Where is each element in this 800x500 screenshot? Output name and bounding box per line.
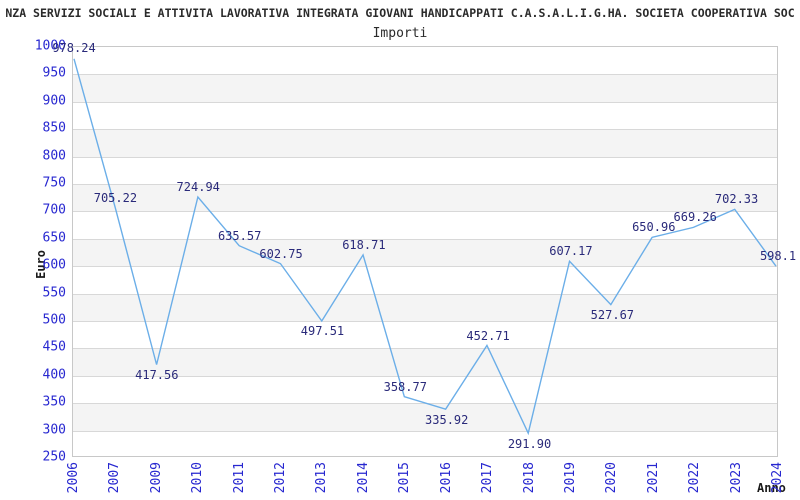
grid-band — [73, 238, 777, 267]
x-axis-tick: 2007 — [107, 462, 123, 494]
data-point-label: 635.57 — [217, 228, 262, 243]
page-title: NZA SERVIZI SOCIALI E ATTIVITA LAVORATIV… — [5, 6, 795, 20]
data-point-label: 452.71 — [466, 328, 510, 343]
x-axis-tick: 2021 — [645, 462, 661, 494]
gridline — [73, 211, 777, 213]
y-axis-tick: 800 — [42, 148, 66, 164]
y-axis-tick: 700 — [42, 202, 66, 218]
x-axis-tick: 2023 — [728, 462, 744, 494]
y-axis-tick: 750 — [42, 175, 66, 191]
y-axis-tick: 500 — [42, 312, 66, 328]
chart-subtitle: Importi — [372, 26, 428, 41]
plot-area: 978.24 705.22 417.56 724.94 635.57 602.75 497.… — [52, 41, 796, 457]
data-point-label: 669.26 — [673, 210, 717, 225]
x-axis-tick: 2022 — [687, 462, 703, 494]
x-axis-tick: 2011 — [231, 462, 247, 494]
data-point-label: 618.71 — [342, 237, 386, 252]
gridline — [73, 403, 777, 405]
y-axis-tick: 950 — [42, 65, 66, 81]
gridline — [73, 156, 777, 158]
x-axis-tick: 2015 — [397, 462, 413, 494]
gridline — [73, 348, 777, 350]
data-point-label: 650.96 — [632, 220, 676, 235]
x-axis-tick: 2016 — [438, 462, 454, 494]
gridline — [73, 375, 777, 377]
y-axis-tick: 250 — [42, 449, 66, 465]
x-axis-tick: 2006 — [66, 462, 81, 494]
gridline — [73, 293, 777, 295]
y-axis-tick: 450 — [42, 339, 66, 355]
series-line — [73, 58, 777, 436]
gridline — [73, 321, 777, 322]
y-axis-tick: 900 — [42, 93, 66, 109]
x-axis-tick: 2012 — [273, 462, 289, 494]
x-axis-tick: 2009 — [148, 462, 164, 494]
data-point-label: 705.22 — [93, 190, 138, 205]
line-series — [73, 58, 777, 436]
data-point-label: 598.1 — [759, 249, 797, 264]
x-axis-tick: 2024 — [770, 462, 785, 494]
y-axis-tick: 1000 — [34, 38, 66, 54]
grid-band — [73, 184, 777, 212]
data-point-label: 417.56 — [135, 368, 179, 383]
data-point-label: 527.67 — [590, 307, 635, 322]
data-point-label: 724.94 — [176, 179, 220, 194]
y-axis-tick: 550 — [42, 285, 66, 301]
data-point-label: 335.92 — [425, 412, 469, 427]
x-axis-tick: 2017 — [480, 462, 496, 494]
y-axis-tick: 300 — [42, 422, 66, 438]
data-point-label: 497.51 — [300, 324, 345, 339]
y-axis-tick: 400 — [42, 367, 66, 383]
gridline — [73, 266, 777, 268]
data-point-label: 607.17 — [549, 244, 593, 259]
data-point-label: 358.77 — [383, 380, 427, 395]
gridline — [73, 238, 777, 240]
x-axis-tick: 2018 — [521, 462, 537, 494]
gridline — [73, 184, 777, 185]
x-axis-tick: 2014 — [355, 462, 371, 494]
data-point-label: 702.33 — [714, 192, 759, 207]
data-point-label: 978.24 — [52, 40, 96, 55]
grid-band — [73, 403, 777, 431]
grid-band — [73, 348, 777, 376]
x-axis-tick: 2019 — [562, 462, 578, 494]
grid-band — [73, 129, 777, 157]
gridline — [73, 74, 777, 76]
x-axis-tick: 2020 — [604, 462, 620, 494]
x-axis-tick: 2010 — [190, 462, 206, 494]
gridline — [73, 430, 777, 432]
y-axis-tick: 600 — [42, 257, 66, 273]
gridline — [73, 129, 777, 131]
y-axis-tick: 650 — [42, 230, 66, 246]
y-axis-tick: 350 — [42, 394, 66, 410]
y-axis-tick: 850 — [42, 120, 66, 136]
grid-band — [73, 74, 777, 102]
data-point-label: 602.75 — [259, 246, 303, 261]
data-point-label: 291.90 — [507, 437, 552, 452]
x-axis-tick: 2013 — [314, 462, 330, 494]
gridline — [73, 101, 777, 103]
grid-band — [73, 293, 777, 321]
x-axis-label: Anno — [757, 481, 786, 495]
